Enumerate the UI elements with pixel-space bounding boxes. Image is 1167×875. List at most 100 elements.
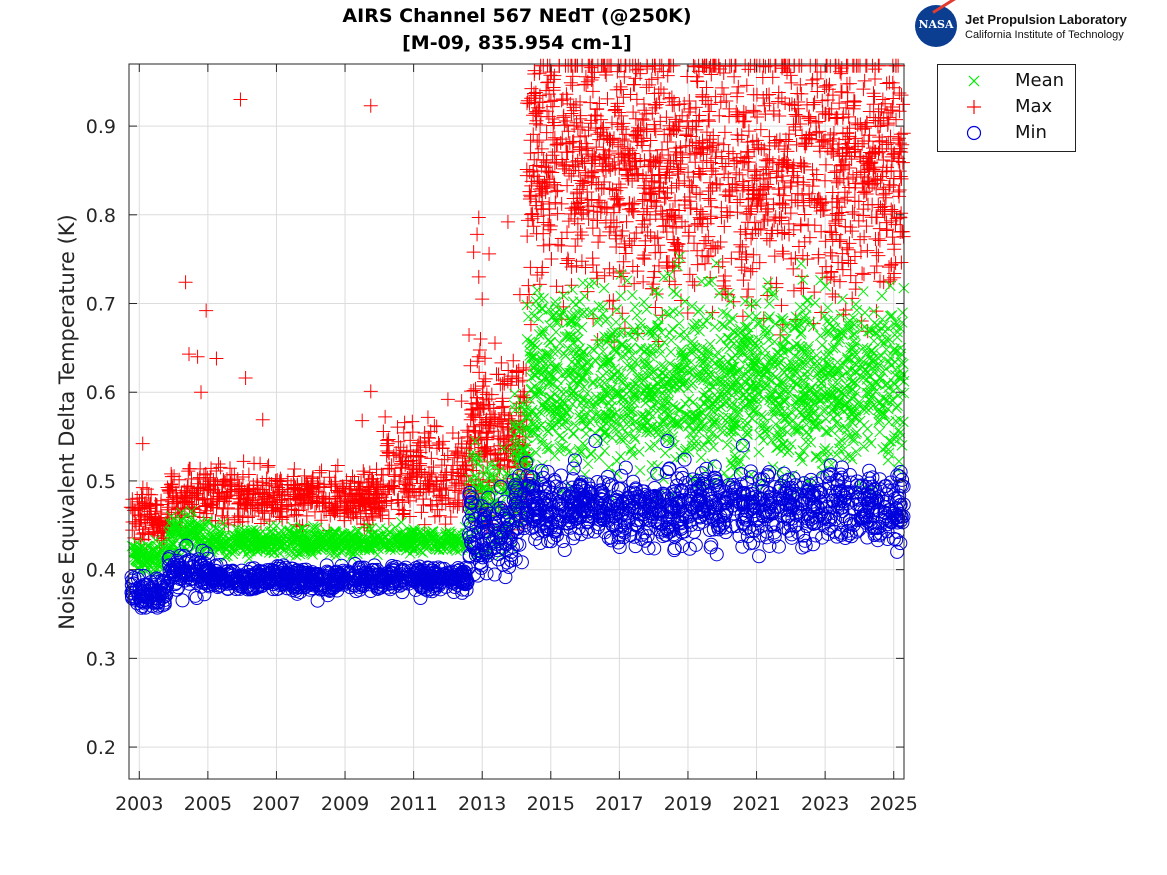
max-point bbox=[574, 228, 589, 243]
max-point bbox=[775, 244, 790, 259]
mean-point bbox=[695, 452, 707, 464]
max-point bbox=[153, 497, 168, 512]
max-point bbox=[434, 458, 449, 473]
max-point bbox=[827, 272, 842, 287]
max-point bbox=[817, 173, 832, 188]
max-point bbox=[609, 82, 624, 97]
max-point bbox=[789, 137, 804, 152]
max-point bbox=[884, 257, 899, 272]
max-point bbox=[866, 86, 881, 101]
max-point bbox=[591, 235, 606, 250]
max-point bbox=[626, 105, 641, 120]
max-point bbox=[433, 488, 448, 503]
max-point bbox=[199, 303, 214, 318]
max-point bbox=[872, 233, 887, 248]
max-point bbox=[645, 106, 660, 121]
max-point bbox=[630, 124, 645, 139]
max-point bbox=[857, 229, 872, 244]
max-point bbox=[365, 510, 380, 525]
max-point bbox=[842, 76, 857, 91]
max-point bbox=[629, 159, 644, 174]
max-point bbox=[352, 496, 367, 511]
max-point bbox=[718, 159, 733, 174]
max-point bbox=[825, 88, 840, 103]
max-point bbox=[233, 494, 248, 509]
max-point bbox=[424, 451, 439, 466]
max-point bbox=[586, 257, 601, 272]
mean-point bbox=[708, 441, 719, 453]
max-point bbox=[680, 305, 695, 320]
max-point bbox=[737, 263, 752, 278]
max-point bbox=[733, 150, 748, 165]
max-point bbox=[476, 446, 491, 461]
max-point bbox=[264, 494, 279, 509]
max-point bbox=[421, 430, 436, 445]
max-point bbox=[825, 287, 840, 302]
mean-point bbox=[709, 321, 721, 333]
max-point bbox=[549, 279, 564, 294]
mean-point bbox=[800, 436, 812, 448]
max-point bbox=[832, 234, 847, 249]
mean-point bbox=[832, 356, 843, 368]
max-point bbox=[550, 183, 565, 198]
max-point bbox=[378, 487, 393, 502]
max-point bbox=[560, 118, 575, 133]
mean-point bbox=[395, 516, 407, 528]
max-point bbox=[687, 278, 702, 293]
max-point bbox=[474, 418, 489, 433]
max-point bbox=[343, 476, 358, 491]
max-point bbox=[589, 140, 604, 155]
max-point bbox=[234, 486, 249, 501]
mean-point bbox=[837, 293, 848, 305]
max-point bbox=[637, 248, 652, 263]
max-point bbox=[544, 252, 559, 267]
max-point bbox=[695, 161, 710, 176]
max-point bbox=[874, 101, 889, 116]
mean-point bbox=[668, 286, 679, 297]
max-point bbox=[247, 456, 262, 471]
max-point bbox=[190, 349, 205, 364]
max-point bbox=[701, 184, 716, 199]
max-point bbox=[753, 122, 768, 137]
max-point bbox=[729, 153, 744, 168]
mean-point bbox=[882, 322, 894, 334]
max-point bbox=[203, 495, 218, 510]
max-point bbox=[494, 355, 509, 370]
max-point bbox=[343, 501, 358, 516]
max-point bbox=[240, 499, 255, 514]
max-point bbox=[847, 194, 862, 209]
max-point bbox=[475, 398, 490, 413]
max-point bbox=[845, 204, 860, 219]
nasa-seal-text: NASA bbox=[918, 18, 954, 31]
max-point bbox=[648, 100, 663, 115]
max-point bbox=[164, 477, 179, 492]
max-point bbox=[826, 125, 841, 140]
max-point bbox=[245, 509, 260, 524]
max-point bbox=[610, 192, 625, 207]
max-point bbox=[487, 411, 502, 426]
max-point bbox=[332, 506, 347, 521]
max-point bbox=[235, 514, 250, 529]
max-point bbox=[867, 265, 882, 280]
max-point bbox=[602, 294, 617, 309]
max-point bbox=[715, 287, 730, 302]
mean-point bbox=[634, 465, 646, 476]
max-point bbox=[735, 309, 750, 324]
max-point bbox=[658, 218, 673, 233]
mean-point bbox=[870, 327, 882, 338]
mean-point bbox=[822, 302, 834, 313]
max-point bbox=[717, 219, 732, 234]
max-point bbox=[516, 388, 531, 403]
max-point bbox=[583, 95, 598, 110]
max-point bbox=[468, 424, 483, 439]
max-point bbox=[181, 464, 196, 479]
max-point bbox=[762, 233, 777, 248]
max-point bbox=[819, 157, 834, 172]
max-point bbox=[715, 80, 730, 95]
max-point bbox=[594, 181, 609, 196]
max-point bbox=[317, 504, 332, 519]
max-point bbox=[391, 434, 406, 449]
max-point bbox=[541, 75, 556, 90]
max-point bbox=[493, 377, 508, 392]
